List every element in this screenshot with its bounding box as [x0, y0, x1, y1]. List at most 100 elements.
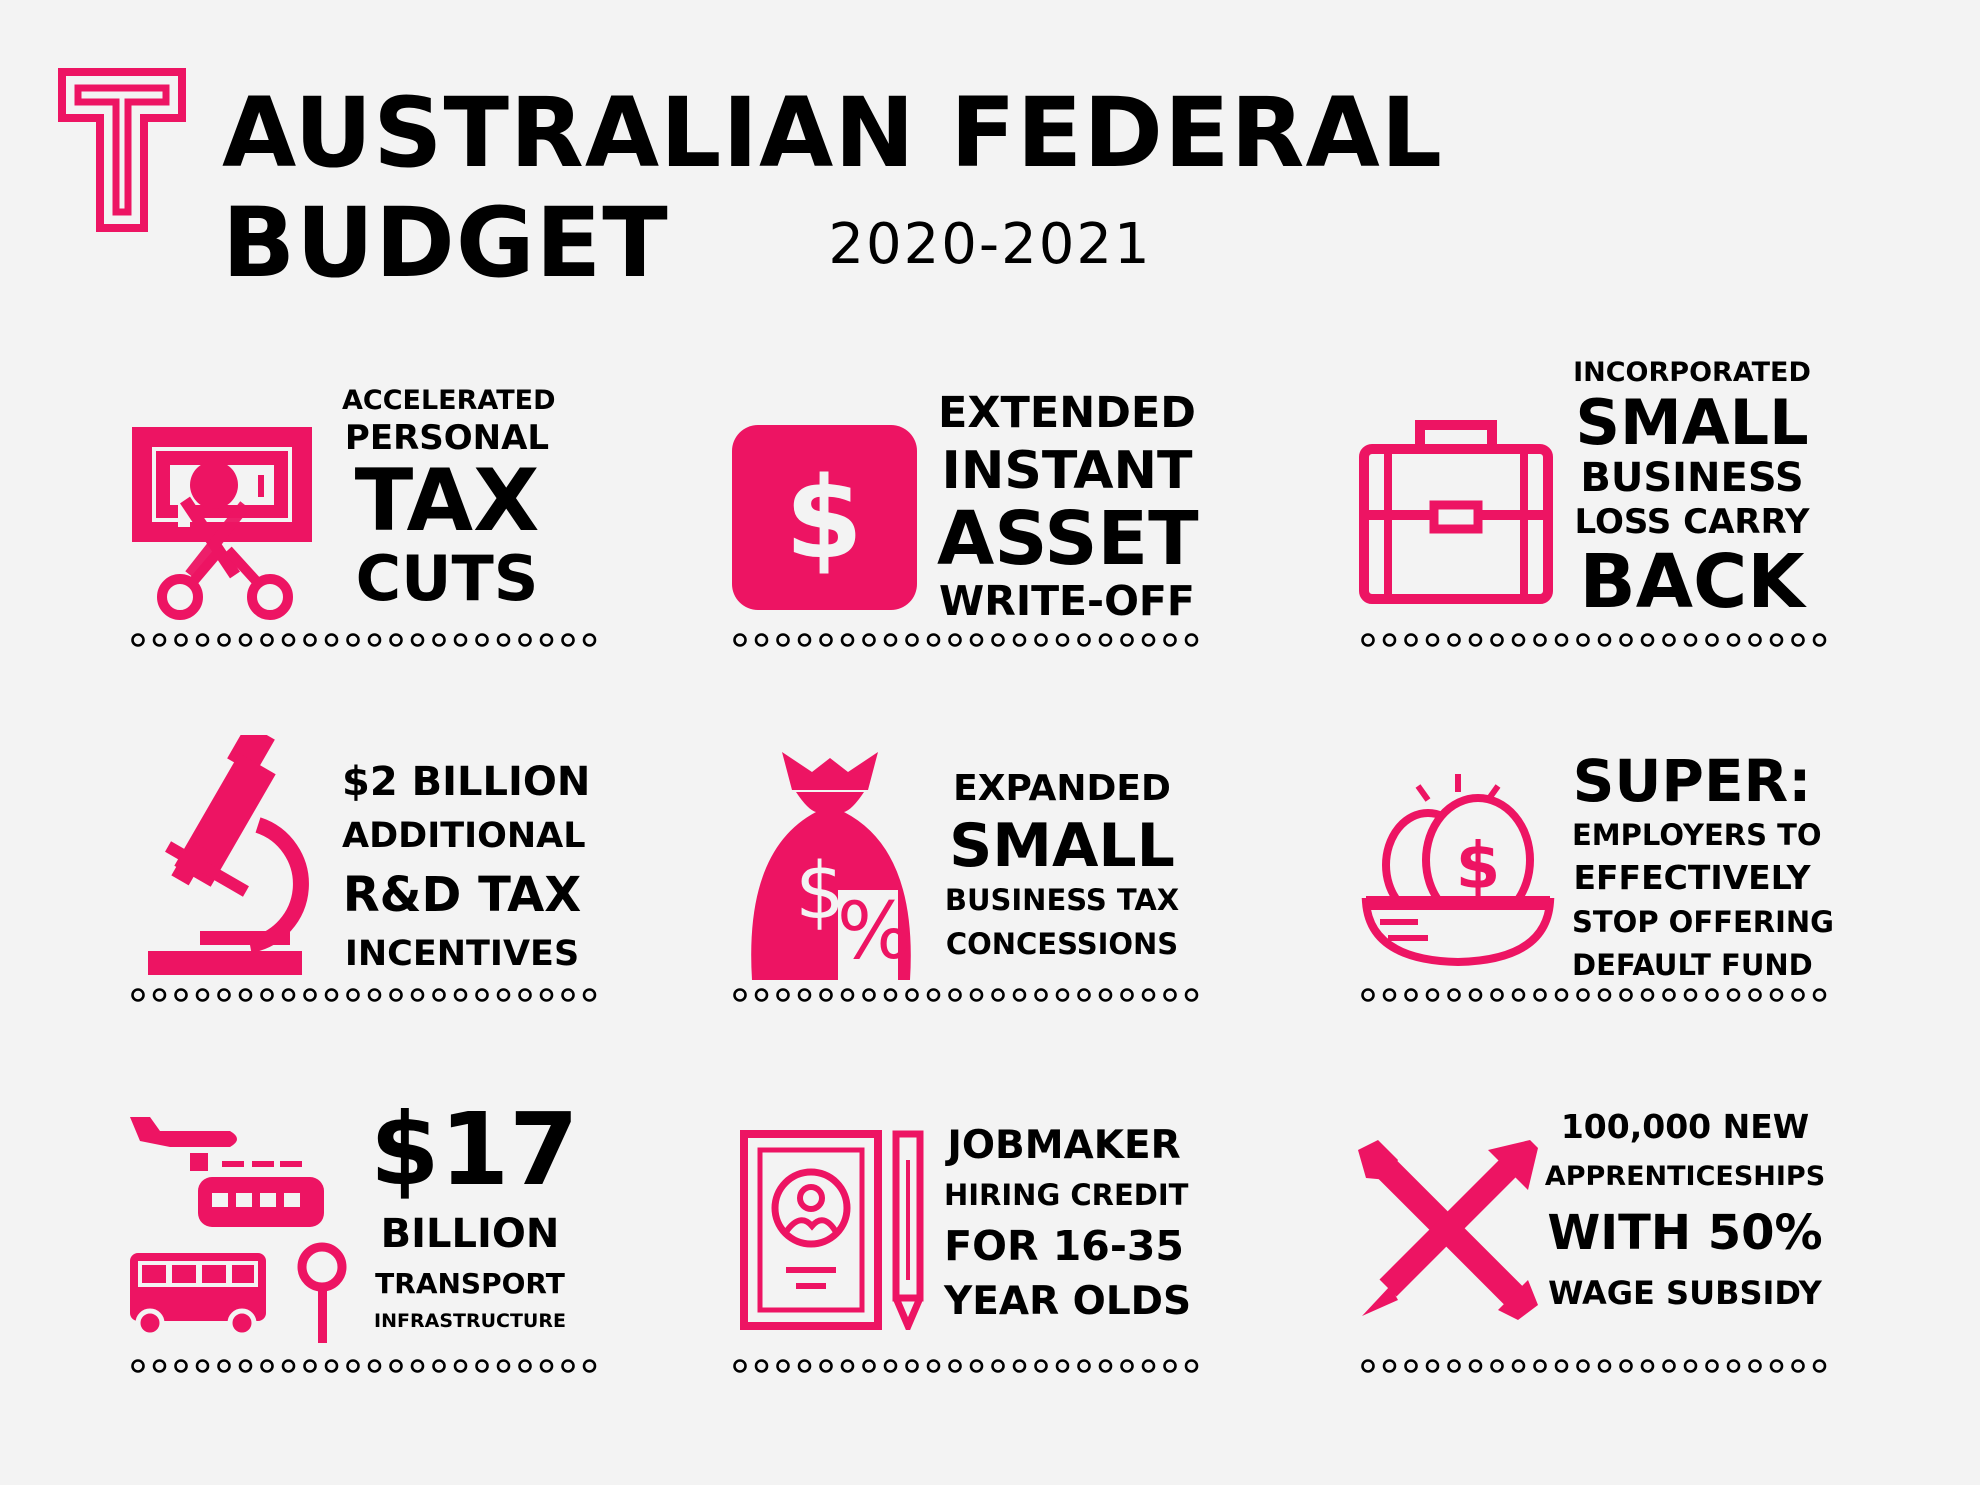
divider-dot — [1511, 633, 1526, 647]
divider-dot — [733, 633, 747, 647]
divider-dot — [238, 988, 253, 1002]
divider-dot — [1361, 1359, 1375, 1373]
divider-dot — [1141, 633, 1156, 647]
dollar-square-icon: $ — [732, 425, 917, 610]
divider-dot — [367, 1359, 382, 1373]
divider-dot — [1748, 1359, 1762, 1373]
divider-dot — [1791, 988, 1805, 1002]
divider-dot — [582, 1359, 597, 1373]
divider-dot — [1812, 988, 1827, 1002]
divider-dot — [410, 988, 425, 1002]
divider-dot — [1468, 633, 1483, 647]
divider-dot — [1382, 1359, 1397, 1373]
divider-dot — [1447, 988, 1461, 1002]
divider-dot — [496, 633, 511, 647]
divider-dot — [324, 1359, 339, 1373]
divider-dot — [518, 1359, 532, 1373]
dotted-divider — [733, 988, 1199, 1002]
microscope-icon — [148, 735, 309, 975]
divider-dot — [1683, 988, 1698, 1002]
divider-dot — [1662, 633, 1676, 647]
divider-dot — [1055, 633, 1070, 647]
divider-dot — [862, 633, 876, 647]
dotted-divider — [131, 988, 597, 1002]
divider-dot — [1597, 1359, 1612, 1373]
divider-dot — [862, 1359, 876, 1373]
divider-dot — [561, 988, 575, 1002]
divider-dot — [217, 988, 231, 1002]
divider-dot — [281, 1359, 296, 1373]
card-text: JOBMAKER HIRING CREDIT FOR 16-35 YEAR OL… — [944, 1123, 1192, 1324]
divider-dot — [754, 633, 769, 647]
divider-dot — [1619, 988, 1633, 1002]
divider-dot — [389, 633, 403, 647]
divider-dot — [217, 1359, 231, 1373]
divider-dot — [303, 633, 317, 647]
divider-dot — [840, 988, 855, 1002]
divider-dot — [1533, 633, 1547, 647]
divider-dot — [969, 988, 984, 1002]
divider-dot — [1468, 1359, 1483, 1373]
card-text: INCORPORATED SMALL BUSINESS LOSS CARRY B… — [1573, 357, 1811, 625]
divider-dot — [883, 1359, 898, 1373]
divider-dot — [518, 633, 532, 647]
divider-dot — [819, 633, 833, 647]
transport-icon — [130, 1117, 347, 1343]
divider-dot — [367, 988, 382, 1002]
divider-dot — [1769, 633, 1784, 647]
divider-dot — [131, 988, 145, 1002]
divider-dot — [1361, 633, 1375, 647]
divider-dot — [840, 633, 855, 647]
divider-dot — [346, 633, 360, 647]
divider-dot — [475, 1359, 489, 1373]
divider-dot — [969, 633, 984, 647]
divider-dot — [1141, 1359, 1156, 1373]
divider-dot — [1184, 988, 1199, 1002]
divider-dot — [1098, 633, 1113, 647]
divider-dot — [840, 1359, 855, 1373]
divider-dot — [819, 988, 833, 1002]
divider-dot — [1683, 633, 1698, 647]
divider-dot — [174, 633, 188, 647]
divider-dot — [1077, 633, 1091, 647]
card-jobmaker: JOBMAKER HIRING CREDIT FOR 16-35 YEAR OL… — [722, 1100, 1222, 1390]
divider-dot — [1034, 988, 1048, 1002]
divider-dot — [453, 633, 468, 647]
money-scissors-icon — [132, 427, 312, 620]
card-text: $17 BILLION TRANSPORT INFRASTRUCTURE — [370, 1091, 579, 1333]
divider-dot — [1120, 988, 1134, 1002]
divider-dot — [1597, 988, 1612, 1002]
divider-dot — [1791, 1359, 1805, 1373]
divider-dot — [260, 988, 274, 1002]
divider-dot — [1576, 988, 1590, 1002]
page-subtitle: 2020-2021 — [828, 212, 1152, 277]
divider-dot — [1576, 633, 1590, 647]
svg-text:%: % — [837, 887, 911, 977]
divider-dot — [1533, 1359, 1547, 1373]
divider-dot — [174, 1359, 188, 1373]
divider-dot — [1184, 633, 1199, 647]
divider-dot — [281, 633, 296, 647]
divider-dot — [1490, 633, 1504, 647]
divider-dot — [1098, 988, 1113, 1002]
divider-dot — [1055, 988, 1070, 1002]
dotted-divider — [131, 633, 597, 647]
divider-dot — [1511, 988, 1526, 1002]
card-instant-asset: $ EXTENDED INSTANT ASSET WRITE-OFF — [722, 380, 1222, 670]
divider-dot — [1640, 633, 1655, 647]
divider-dot — [1404, 1359, 1418, 1373]
divider-dot — [1404, 633, 1418, 647]
divider-dot — [346, 988, 360, 1002]
divider-dot — [797, 633, 812, 647]
divider-dot — [1012, 1359, 1027, 1373]
divider-dot — [1141, 988, 1156, 1002]
divider-dot — [496, 1359, 511, 1373]
divider-dot — [1640, 988, 1655, 1002]
id-document-pencil-icon — [740, 1130, 924, 1330]
divider-dot — [797, 1359, 812, 1373]
card-text: 100,000 NEW APPRENTICESHIPS WITH 50% WAG… — [1544, 1107, 1826, 1312]
divider-dot — [539, 988, 554, 1002]
divider-dot — [926, 1359, 941, 1373]
briefcase-icon — [1359, 420, 1553, 604]
divider-dot — [281, 988, 296, 1002]
